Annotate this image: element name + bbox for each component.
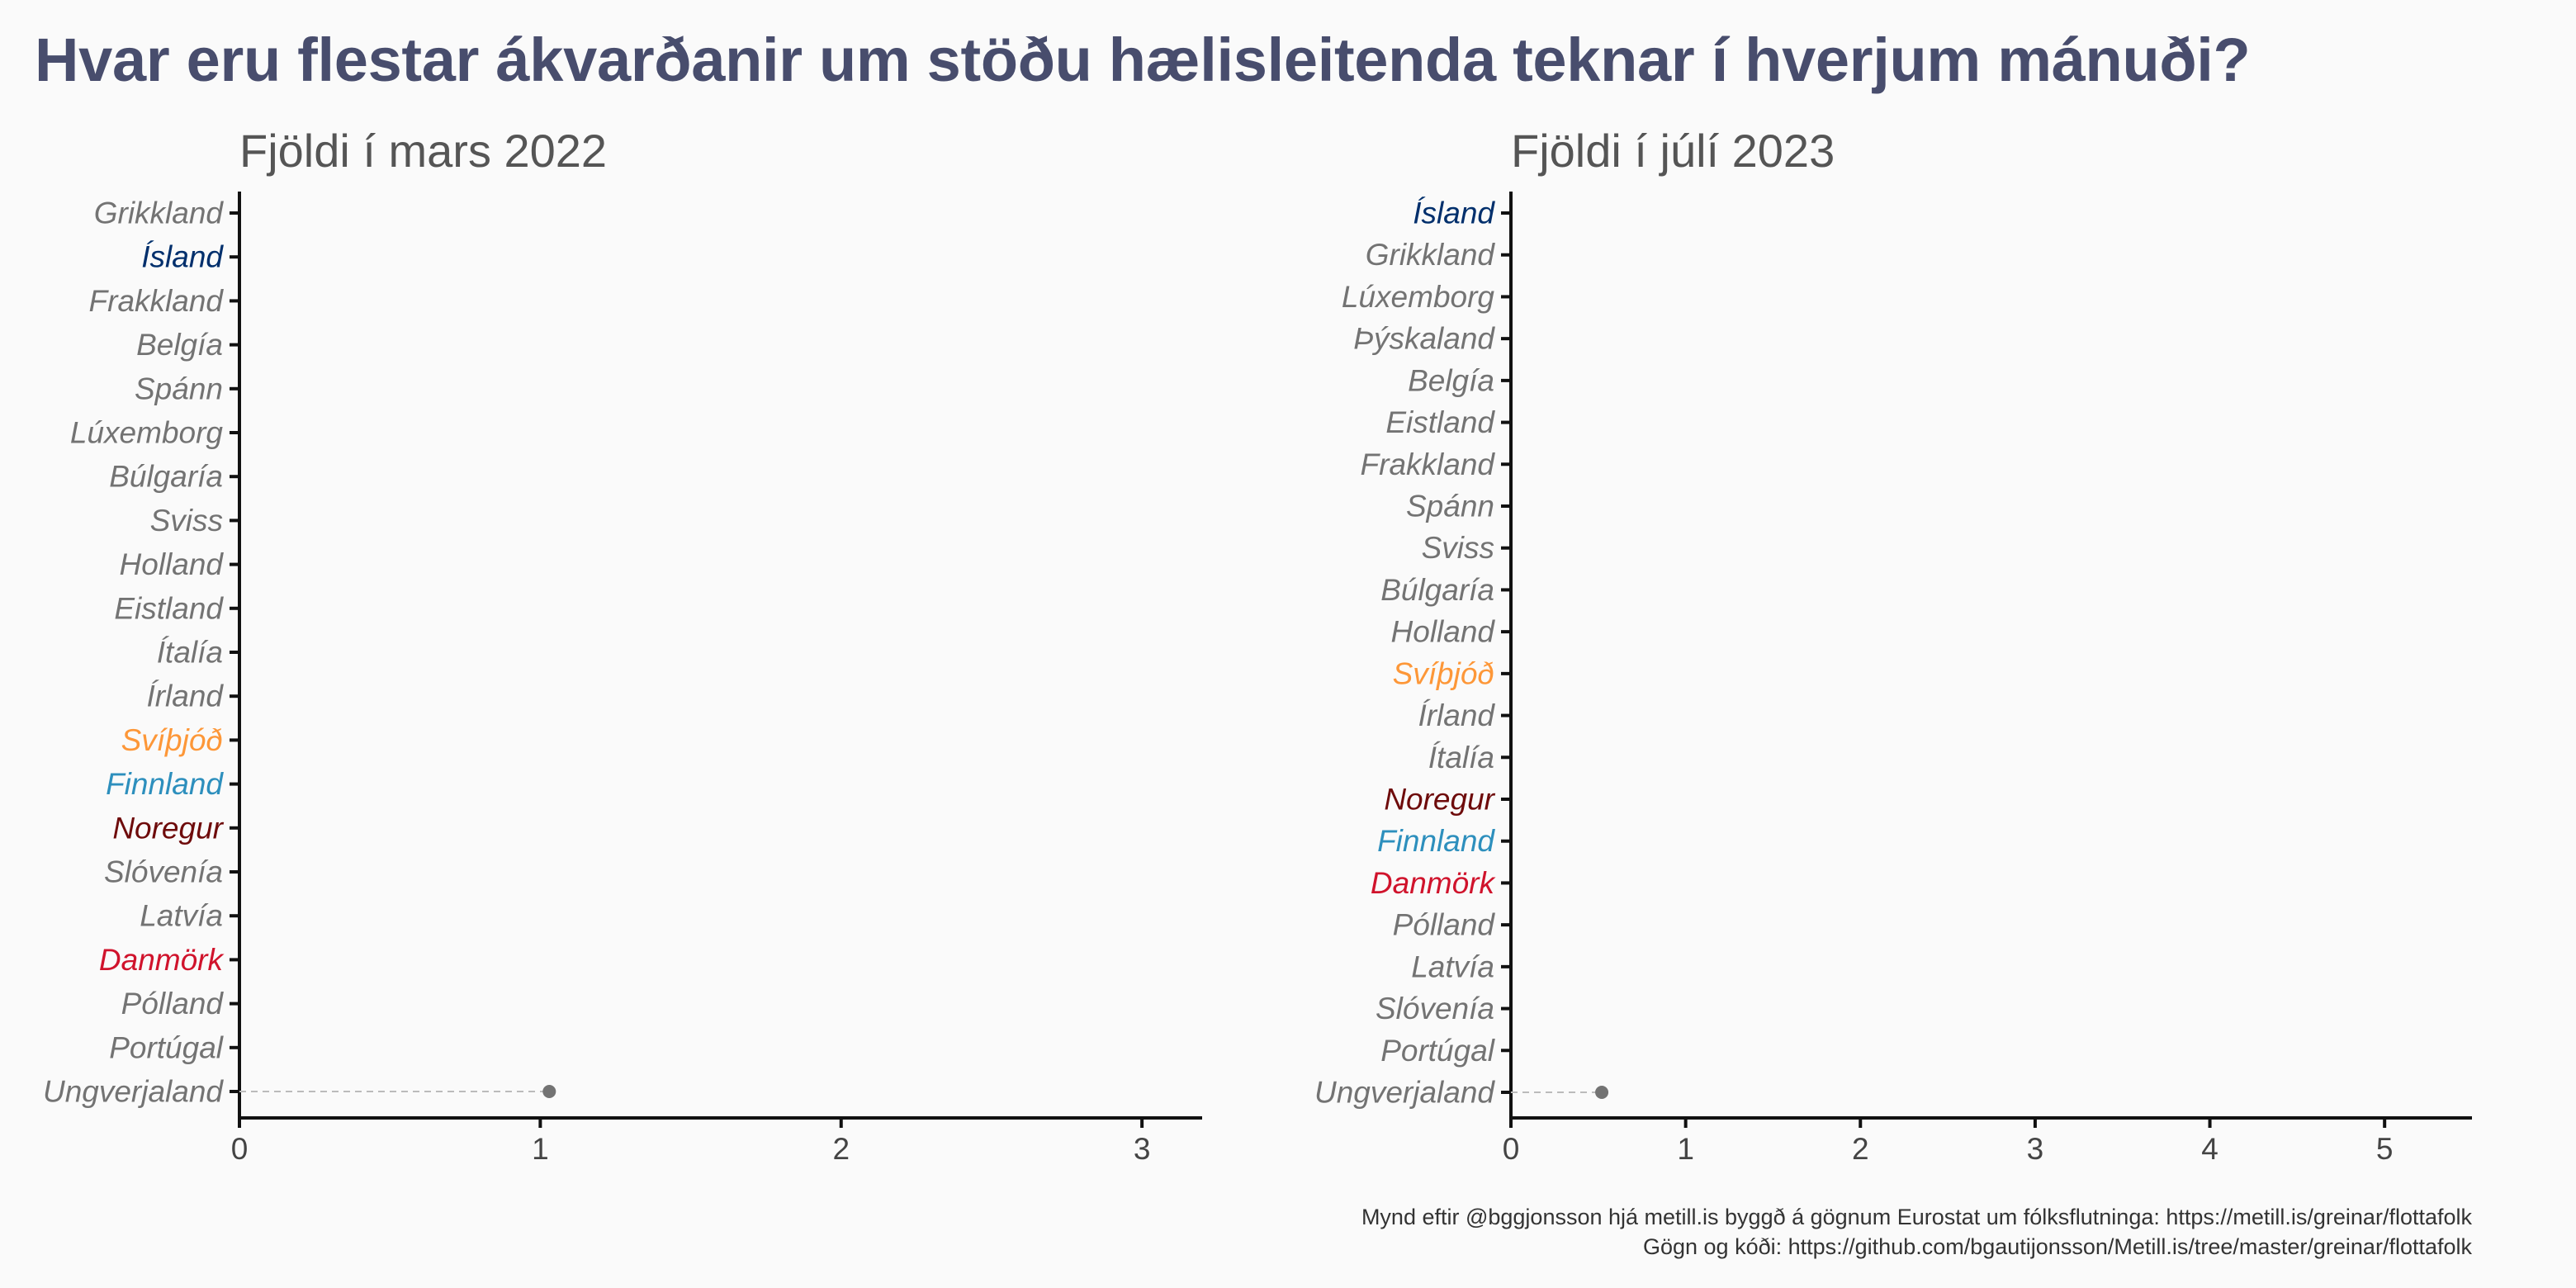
- category-label-luxemborg: Lúxemborg: [70, 416, 224, 450]
- category-label-ungverjaland: Ungverjaland: [1314, 1076, 1495, 1110]
- x-tick-label: 2: [832, 1132, 850, 1166]
- category-label-finnland: Finnland: [106, 767, 224, 801]
- category-label-irland: Írland: [1418, 698, 1495, 732]
- category-label-latvia: Latvía: [140, 899, 223, 933]
- category-label-slovenia: Slóvenía: [1376, 992, 1494, 1025]
- category-label-italia: Ítalía: [1428, 741, 1494, 774]
- x-tick-label: 3: [1134, 1132, 1151, 1166]
- data-point-ungverjaland: [1595, 1086, 1609, 1099]
- chart-panel-march-2022: Fjöldi í mars 2022 Grikkland Ísland Frakkla…: [43, 125, 1202, 1166]
- panel-title: Fjöldi í mars 2022: [239, 125, 607, 177]
- category-label-noregur: Noregur: [1384, 783, 1495, 817]
- category-label-sviss: Sviss: [150, 504, 223, 537]
- category-label-polland: Pólland: [1393, 908, 1496, 942]
- category-label-slovenia: Slóvenía: [104, 855, 223, 889]
- category-label-finnland: Finnland: [1377, 824, 1495, 858]
- x-tick-label: 0: [1503, 1132, 1520, 1166]
- caption-line-1: Mynd eftir @bggjonsson hjá metill.is byg…: [1361, 1205, 2472, 1229]
- category-label-belgia: Belgía: [1408, 363, 1494, 397]
- x-tick-label: 4: [2201, 1132, 2218, 1166]
- category-label-danmork: Danmörk: [1371, 866, 1497, 900]
- category-label-island: Ísland: [141, 240, 224, 274]
- category-label-thyskaland: Þýskaland: [1353, 322, 1495, 356]
- category-label-polland: Pólland: [121, 987, 225, 1020]
- x-tick-label: 1: [1677, 1132, 1694, 1166]
- category-label-svithjod: Svíþjóð: [1393, 656, 1494, 690]
- category-label-holland: Holland: [1391, 615, 1496, 649]
- category-label-italia: Ítalía: [157, 636, 223, 670]
- caption-line-2: Gögn og kóði: https://github.com/bgautij…: [1642, 1234, 2472, 1259]
- chart-caption: Mynd eftir @bggjonsson hjá metill.is byg…: [1361, 1202, 2472, 1262]
- category-label-holland: Holland: [120, 547, 225, 581]
- chart-panel-july-2023: Fjöldi í júlí 2023 Ísland Grikkland Lúxembo…: [1314, 125, 2472, 1166]
- category-label-ungverjaland: Ungverjaland: [43, 1075, 224, 1109]
- category-label-island: Ísland: [1413, 197, 1495, 230]
- x-tick-label: 3: [2027, 1132, 2044, 1166]
- category-label-frakkland: Frakkland: [1361, 447, 1496, 481]
- category-label-irland: Írland: [146, 680, 224, 713]
- category-label-spann: Spánn: [135, 372, 223, 405]
- x-tick-label: 0: [231, 1132, 249, 1166]
- category-label-frakkland: Frakkland: [89, 284, 225, 318]
- chart-title: Hvar eru flestar ákvarðanir um stöðu hæl…: [35, 26, 2251, 94]
- x-tick-label: 2: [1852, 1132, 1869, 1166]
- category-label-grikkland: Grikkland: [94, 197, 225, 230]
- category-label-svithjod: Svíþjóð: [121, 723, 223, 757]
- category-label-portugal: Portúgal: [1380, 1034, 1496, 1068]
- category-label-latvia: Latvía: [1411, 949, 1494, 983]
- x-tick-label: 5: [2376, 1132, 2394, 1166]
- category-label-portugal: Portúgal: [109, 1030, 225, 1064]
- x-tick-label: 1: [532, 1132, 549, 1166]
- category-label-danmork: Danmörk: [99, 943, 225, 977]
- category-label-spann: Spánn: [1406, 490, 1494, 523]
- category-label-noregur: Noregur: [112, 811, 224, 845]
- category-label-bulgaria: Búlgaría: [1380, 573, 1494, 607]
- data-point-ungverjaland: [542, 1085, 556, 1098]
- category-label-belgia: Belgía: [136, 328, 223, 362]
- category-label-eistland: Eistland: [1385, 405, 1495, 439]
- category-label-luxemborg: Lúxemborg: [1342, 280, 1495, 314]
- category-label-bulgaria: Búlgaría: [109, 460, 223, 494]
- panel-title: Fjöldi í júlí 2023: [1511, 125, 1835, 177]
- category-label-eistland: Eistland: [114, 591, 224, 625]
- category-label-grikkland: Grikkland: [1366, 238, 1496, 272]
- category-label-sviss: Sviss: [1422, 531, 1494, 565]
